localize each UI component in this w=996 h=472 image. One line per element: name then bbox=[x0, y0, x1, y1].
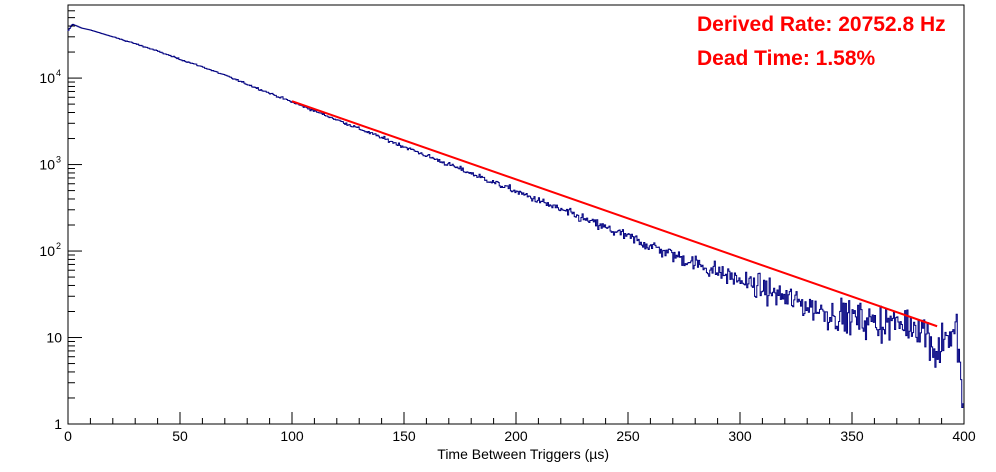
y-tick-label: 10 bbox=[46, 330, 62, 346]
x-tick-label: 0 bbox=[64, 428, 72, 444]
y-tick-label: 10 bbox=[39, 70, 55, 86]
y-tick-exponent: 2 bbox=[56, 241, 61, 251]
fit-series bbox=[291, 100, 938, 328]
x-axis: 0 50 100 150 200 250 300 350 400 bbox=[64, 412, 976, 444]
dead-time-annotation: Dead Time: 1.58% bbox=[697, 47, 876, 70]
y-tick-exponent: 3 bbox=[56, 155, 61, 165]
y-tick-label: 10 bbox=[39, 157, 55, 173]
x-tick-label: 300 bbox=[728, 428, 752, 444]
x-tick-label: 200 bbox=[504, 428, 528, 444]
y-tick-label: 10 bbox=[39, 243, 55, 259]
derived-rate-annotation: Derived Rate: 20752.8 Hz bbox=[697, 13, 946, 36]
x-tick-label: 150 bbox=[392, 428, 416, 444]
x-axis-label: Time Between Triggers (µs) bbox=[437, 446, 609, 462]
x-tick-label: 350 bbox=[840, 428, 864, 444]
histogram-line bbox=[67, 23, 964, 409]
x-tick-label: 400 bbox=[952, 428, 976, 444]
x-tick-label: 50 bbox=[172, 428, 188, 444]
exponential-fit-line bbox=[291, 100, 938, 328]
y-tick-label: 1 bbox=[54, 416, 62, 432]
histogram-series bbox=[67, 23, 964, 409]
y-tick-exponent: 4 bbox=[56, 68, 61, 78]
x-tick-label: 100 bbox=[280, 428, 304, 444]
x-tick-label: 250 bbox=[616, 428, 640, 444]
